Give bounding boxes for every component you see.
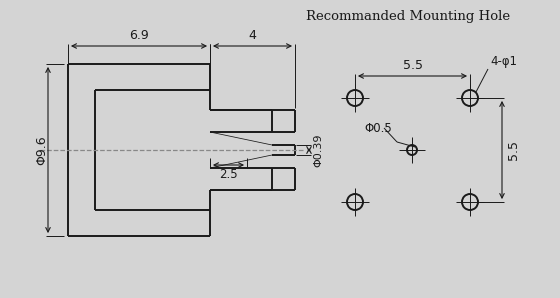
Text: 2.5: 2.5 [219,168,237,181]
Text: Φ0.39: Φ0.39 [313,133,323,167]
Text: Φ0.5: Φ0.5 [364,122,392,134]
Text: 6.9: 6.9 [129,29,149,42]
Text: 4-φ1: 4-φ1 [490,55,517,68]
Text: Φ9.6: Φ9.6 [35,135,49,165]
Text: Recommanded Mounting Hole: Recommanded Mounting Hole [306,10,510,23]
Text: 5.5: 5.5 [507,140,520,160]
Text: 4: 4 [249,29,256,42]
Text: 5.5: 5.5 [403,59,422,72]
